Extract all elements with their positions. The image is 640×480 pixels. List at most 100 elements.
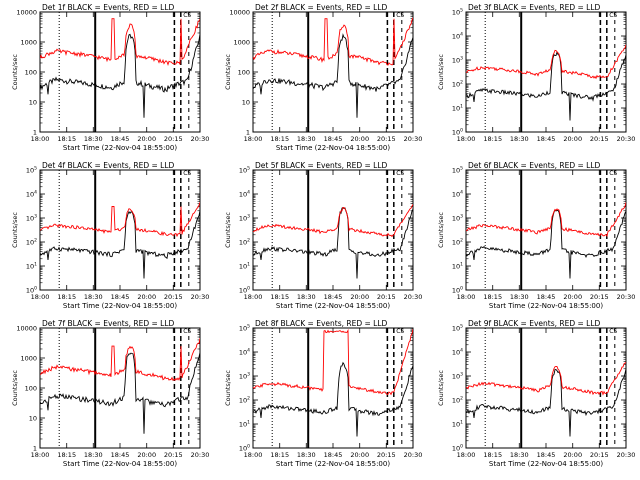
x-tick-label: 18:30 [510, 451, 529, 459]
x-tick-label: 18:15 [270, 451, 289, 459]
series-black-events [40, 210, 200, 279]
marker-glyph: CS [183, 328, 191, 335]
y-tick-label: 103 [26, 214, 37, 223]
panel-det-9f: Det 9f BLACK = Events, RED = LLD 100 101 10… [437, 319, 635, 468]
y-tick-label: 100 [26, 286, 37, 295]
x-tick-label: 20:15 [377, 135, 396, 143]
x-tick-label: 18:45 [111, 451, 130, 459]
x-tick-label: 18:30 [84, 293, 103, 301]
x-tick-label: 18:00 [244, 451, 263, 459]
x-tick-label: 18:30 [84, 135, 103, 143]
x-tick-label: 18:30 [297, 293, 316, 301]
x-tick-label: 18:15 [57, 293, 76, 301]
y-tick-label: 1000 [233, 39, 250, 47]
x-tick-label: 18:15 [483, 451, 502, 459]
x-axis-label: Start Time (22-Nov-04 18:55:00) [276, 144, 390, 152]
series-red-lld [253, 328, 413, 396]
marker-glyph: CS [183, 170, 191, 177]
x-tick-label: 18:15 [483, 135, 502, 143]
y-tick-label: 100 [452, 444, 463, 453]
y-tick-label: 101 [452, 420, 463, 429]
y-tick-label: 101 [239, 420, 250, 429]
y-tick-label: 10 [29, 99, 37, 107]
y-tick-label: 105 [26, 166, 37, 175]
y-axis-label: Counts/sec [11, 370, 19, 406]
y-tick-label: 104 [239, 348, 250, 357]
series-red-lld [253, 204, 413, 238]
marker-glyph: CS [609, 170, 617, 177]
series-red-lld [40, 202, 200, 238]
series-red-lld [253, 17, 413, 66]
y-axis-label: Counts/sec [224, 370, 232, 406]
x-tick-label: 20:15 [377, 293, 396, 301]
x-tick-label: 18:45 [537, 293, 556, 301]
x-tick-label: 18:30 [297, 451, 316, 459]
y-tick-label: 10 [242, 99, 250, 107]
y-axis-label: Counts/sec [437, 370, 445, 406]
y-tick-label: 103 [239, 372, 250, 381]
x-tick-label: 20:00 [350, 135, 369, 143]
y-tick-label: 10000 [16, 9, 37, 17]
y-tick-label: 103 [239, 214, 250, 223]
panel-det-4f: Det 4f BLACK = Events, RED = LLD 100 101 10… [11, 161, 209, 310]
y-axis-label: Counts/sec [437, 54, 445, 90]
x-tick-label: 20:30 [404, 293, 423, 301]
panel-det-3f: Det 3f BLACK = Events, RED = LLD 100 101 10… [437, 3, 635, 143]
y-tick-label: 1000 [20, 355, 37, 363]
x-tick-label: 18:45 [324, 135, 343, 143]
y-tick-label: 100 [25, 69, 37, 77]
y-tick-label: 104 [452, 348, 463, 357]
x-tick-label: 18:00 [244, 293, 263, 301]
x-tick-label: 18:00 [457, 451, 476, 459]
panel-title: Det 4f BLACK = Events, RED = LLD [42, 161, 175, 170]
plot-frame [39, 11, 201, 133]
marker-glyph: CS [396, 170, 404, 177]
x-tick-label: 20:30 [617, 451, 636, 459]
x-axis-label: Start Time (22-Nov-04 18:55:00) [276, 460, 390, 468]
y-tick-label: 102 [239, 396, 250, 405]
x-tick-label: 20:30 [617, 293, 636, 301]
y-tick-label: 10000 [229, 9, 250, 17]
series-black-events [40, 33, 200, 118]
x-tick-label: 18:00 [31, 451, 50, 459]
x-tick-label: 18:15 [57, 451, 76, 459]
y-tick-label: 10000 [16, 325, 37, 333]
y-tick-label: 102 [26, 238, 37, 247]
x-tick-label: 20:00 [137, 293, 156, 301]
x-tick-label: 20:30 [191, 293, 210, 301]
x-tick-label: 20:00 [137, 135, 156, 143]
panel-det-6f: Det 6f BLACK = Events, RED = LLD 100 101 10… [437, 161, 635, 310]
x-axis-label: Start Time (22-Nov-04 18:55:00) [489, 460, 603, 468]
y-tick-label: 1 [33, 129, 37, 137]
marker-glyph: CS [396, 12, 404, 19]
x-tick-label: 18:15 [483, 293, 502, 301]
y-tick-label: 100 [25, 385, 37, 393]
panel-title: Det 5f BLACK = Events, RED = LLD [255, 161, 388, 170]
x-tick-label: 20:00 [350, 293, 369, 301]
y-tick-label: 101 [26, 262, 37, 271]
y-tick-label: 1000 [20, 39, 37, 47]
y-tick-label: 103 [452, 56, 463, 65]
panel-det-1f: Det 1f BLACK = Events, RED = LLD 1 10 100 10… [11, 3, 209, 152]
x-tick-label: 18:30 [510, 135, 529, 143]
x-tick-label: 18:30 [510, 293, 529, 301]
x-axis-label: Start Time (22-Nov-04 18:55:00) [489, 302, 603, 310]
x-tick-label: 18:00 [244, 135, 263, 143]
y-axis-label: Counts/sec [11, 54, 19, 90]
x-tick-label: 18:30 [297, 135, 316, 143]
y-tick-label: 102 [239, 238, 250, 247]
x-tick-label: 18:00 [457, 293, 476, 301]
series-red-lld [466, 44, 626, 80]
series-black-events [466, 368, 626, 437]
y-tick-label: 10 [29, 415, 37, 423]
x-axis-label: Start Time (22-Nov-04 18:55:00) [63, 302, 177, 310]
x-tick-label: 18:15 [270, 135, 289, 143]
x-tick-label: 18:00 [31, 293, 50, 301]
y-tick-label: 101 [452, 262, 463, 271]
x-tick-label: 18:45 [537, 135, 556, 143]
y-tick-label: 1 [246, 129, 250, 137]
series-red-lld [40, 338, 200, 382]
panel-title: Det 1f BLACK = Events, RED = LLD [42, 3, 175, 12]
x-tick-label: 20:00 [563, 293, 582, 301]
